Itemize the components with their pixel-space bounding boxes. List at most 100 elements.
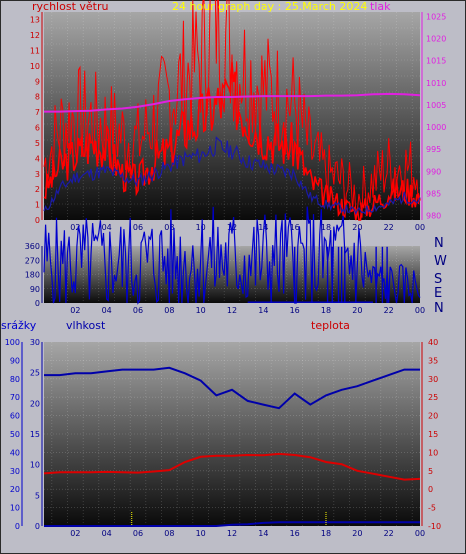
x-tick-label: 10 [196,306,206,315]
x-tick-label: 18 [321,529,331,538]
wind-y-tick: 2 [35,185,40,194]
x-tick-label: 10 [196,529,206,538]
temperature-y-tick: -5 [428,504,436,513]
humidity-temp-panel [44,342,420,526]
wind-y-tick: 4 [35,154,40,163]
wind-y-tick: 3 [35,170,40,179]
pressure-y-tick: 980 [426,212,441,221]
pressure-y-tick: 985 [426,189,441,198]
humidity-y-tick: 25 [30,369,40,378]
x-tick-label: 20 [352,306,362,315]
compass-e: E [434,286,443,301]
x-tick-label: 06 [133,529,143,538]
x-tick-label: 06 [133,223,143,232]
x-tick-label: 12 [227,529,237,538]
temperature-line [43,452,421,481]
chart-title: 24 hour graph day : 25.March 2024 [172,0,368,13]
compass-n-bottom: N [434,301,444,316]
rain-y-tick: 20 [10,485,20,494]
direction-y-tick: 270 [25,256,40,265]
rain-line [44,521,420,527]
pressure-y-tick: 1020 [426,35,446,44]
direction-y-tick: 180 [25,271,40,280]
pressure-y-tick: 995 [426,145,441,154]
rain-y-tick: 40 [10,448,20,457]
wind-y-tick: 9 [35,77,40,86]
rain-y-tick: 100 [5,338,20,347]
pressure-y-tick: 1015 [426,57,446,66]
x-tick-label: 00 [415,306,425,315]
temperature-label: teplota [311,319,350,332]
humidity-y-tick: 10 [30,461,40,470]
rain-y-tick: 30 [10,467,20,476]
x-tick-label: 18 [321,306,331,315]
x-tick-label: 22 [384,306,394,315]
temperature-y-tick: 20 [428,412,438,421]
wind-panel [44,12,420,220]
rain-y-tick: 10 [10,504,20,513]
x-tick-label: 14 [258,306,268,315]
temperature-y-tick: 10 [428,448,438,457]
x-tick-label: 10 [196,223,206,232]
x-tick-label: 04 [102,529,112,538]
x-tick-label: 16 [290,529,300,538]
pressure-y-tick: 1010 [426,79,446,88]
x-tick-label: 08 [164,529,174,538]
temperature-y-tick: 15 [428,430,438,439]
wind-y-tick: 8 [35,93,40,102]
pressure-y-tick: 1000 [426,123,446,132]
rain-y-tick: 90 [10,356,20,365]
temperature-y-tick: 25 [428,393,438,402]
rain-y-tick: 0 [15,522,20,531]
rain-label: srážky [1,319,37,332]
x-tick-label: 20 [352,529,362,538]
x-tick-label: 08 [164,306,174,315]
pressure-y-tick: 990 [426,167,441,176]
x-tick-label: 08 [164,223,174,232]
wind-direction-line [43,206,421,305]
wind-y-tick: 11 [30,47,40,56]
wind-y-tick: 13 [30,16,40,25]
wind-y-tick: 12 [30,31,40,40]
wind-speed-label: rychlost větru [32,0,109,13]
x-tick-label: 20 [352,223,362,232]
rain-y-tick: 70 [10,393,20,402]
pressure-line [44,92,421,113]
x-tick-label: 02 [70,223,80,232]
wind-y-tick: 10 [30,62,40,71]
rain-y-tick: 50 [10,430,20,439]
x-tick-label: 16 [290,306,300,315]
humidity-y-tick: 0 [35,522,40,531]
x-tick-label: 04 [102,306,112,315]
temperature-y-tick: 5 [428,467,433,476]
pressure-label: tlak [370,0,391,13]
x-tick-label: 06 [133,306,143,315]
humidity-y-tick: 20 [30,399,40,408]
direction-y-tick: 90 [30,285,40,294]
humidity-y-tick: 30 [30,338,40,347]
temperature-y-tick: 35 [428,356,438,365]
x-tick-label: 18 [321,223,331,232]
temperature-y-tick: -10 [428,522,441,531]
wind-y-tick: 5 [35,139,40,148]
wind-y-tick: 1 [35,201,40,210]
x-tick-label: 22 [384,223,394,232]
x-tick-label: 02 [70,529,80,538]
x-tick-label: 22 [384,529,394,538]
humidity-line [44,366,420,410]
compass-s: S [434,272,443,287]
humidity-y-tick: 5 [35,491,40,500]
x-tick-label: 00 [415,223,425,232]
wind-y-tick: 7 [35,108,40,117]
humidity-label: vlhkost [66,319,106,332]
direction-y-tick: 360 [25,242,40,251]
x-tick-label: 00 [415,529,425,538]
x-tick-label: 12 [227,306,237,315]
x-tick-label: 16 [290,223,300,232]
wind-average-line [43,136,421,216]
x-tick-label: 04 [102,223,112,232]
wind-speed-line [43,62,421,221]
x-tick-label: 14 [258,529,268,538]
pressure-y-tick: 1005 [426,101,446,110]
